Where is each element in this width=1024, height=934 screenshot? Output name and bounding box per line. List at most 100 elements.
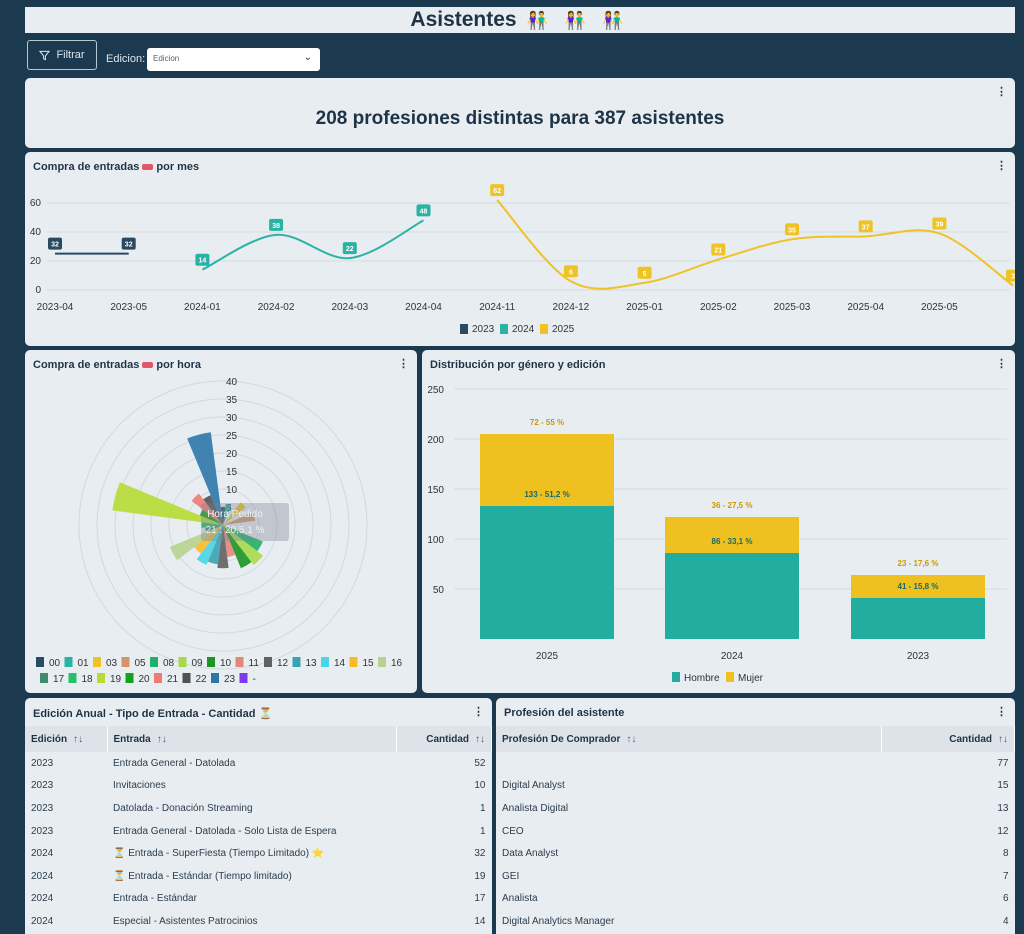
cell-entrada: Entrada General - Datolada bbox=[113, 757, 236, 769]
kpi-menu-icon[interactable]: ⋮ bbox=[996, 86, 1007, 98]
legend-swatch bbox=[207, 657, 215, 667]
data-label-box bbox=[785, 223, 799, 236]
y-tick-label: 100 bbox=[427, 535, 444, 546]
bar-mujer bbox=[665, 517, 799, 553]
polar-bar-05 bbox=[223, 512, 256, 525]
legend-label: 09 bbox=[192, 658, 204, 669]
legend-label: 14 bbox=[334, 658, 346, 669]
col-cantidad-label: Cantidad bbox=[426, 733, 469, 745]
legend-label: 13 bbox=[306, 658, 318, 669]
monthly-chart-title: Compra de entradas por mes bbox=[33, 161, 199, 173]
table-row: Data Analyst 8 bbox=[496, 842, 1015, 865]
edition-label: Edicion: bbox=[106, 53, 146, 65]
edition-select[interactable]: Edicion ⌄ bbox=[147, 48, 320, 71]
cell-cantidad: 14 bbox=[474, 915, 486, 927]
hourly-menu-icon[interactable]: ⋮ bbox=[398, 358, 409, 370]
col-entrada-header[interactable]: Entrada ↑↓ bbox=[107, 726, 397, 752]
r-tick-label: 15 bbox=[226, 467, 238, 478]
cell-entrada: Invitaciones bbox=[113, 780, 166, 792]
legend-label: Hombre bbox=[684, 673, 720, 684]
r-tick-label: 40 bbox=[226, 377, 238, 388]
polar-ring bbox=[150, 452, 296, 598]
bar-hombre bbox=[665, 553, 799, 639]
cell-cantidad: 77 bbox=[997, 757, 1009, 769]
profession-menu-icon[interactable]: ⋮ bbox=[996, 706, 1007, 718]
col-cantidad-header[interactable]: Cantidad ↑↓ bbox=[396, 726, 492, 752]
x-tick-label: 2024-04 bbox=[405, 302, 442, 313]
legend-swatch bbox=[182, 673, 191, 683]
col-cantidad-label: Cantidad bbox=[949, 733, 992, 745]
tooltip-value: 21 : 20,5,1 % bbox=[206, 525, 265, 536]
bar-label-hombre: 41 - 15,8 % bbox=[898, 582, 939, 591]
bar-mujer bbox=[851, 575, 985, 598]
profession-table-title: Profesión del asistente bbox=[504, 707, 625, 719]
sort-icon[interactable]: ↑↓ bbox=[73, 733, 84, 745]
legend-swatch bbox=[40, 673, 48, 683]
gender-chart-title: Distribución por género y edición bbox=[430, 359, 606, 371]
data-label-box bbox=[858, 220, 873, 233]
y-tick-label: 20 bbox=[30, 256, 42, 267]
table-row: 2023 Invitaciones 10 bbox=[25, 775, 492, 798]
col-edicion-header[interactable]: Edición ↑↓ bbox=[25, 726, 108, 752]
table-row: 2023 Datolada - Donación Streaming 1 bbox=[25, 797, 492, 820]
x-tick-label: 2024 bbox=[721, 651, 744, 662]
legend-label: 11 bbox=[249, 658, 260, 669]
data-label-box bbox=[1006, 269, 1015, 282]
cell-entrada: Datolada - Donación Streaming bbox=[113, 802, 253, 814]
polar-bar-21 bbox=[191, 493, 223, 525]
sort-icon[interactable]: ↑↓ bbox=[998, 733, 1008, 745]
col-edicion-label: Edición bbox=[31, 733, 68, 745]
col-profesion-header[interactable]: Profesión De Comprador ↑↓ bbox=[496, 726, 882, 752]
legend-label: 2023 bbox=[472, 324, 495, 335]
legend-swatch bbox=[64, 657, 73, 667]
data-label: 38 bbox=[272, 223, 280, 230]
bar-label-mujer: 72 - 55 % bbox=[530, 418, 564, 427]
funnel-icon bbox=[39, 50, 51, 60]
legend-label: 08 bbox=[163, 658, 175, 669]
x-tick-label: 2024-01 bbox=[184, 302, 221, 313]
cell-entrada: ⏳ Entrada - Estándar (Tiempo limitado) bbox=[113, 870, 292, 882]
polar-bar-22 bbox=[203, 495, 223, 525]
table-row: Digital Analyst 15 bbox=[496, 775, 1015, 798]
sort-icon[interactable]: ↑↓ bbox=[475, 733, 485, 745]
gender-menu-icon[interactable]: ⋮ bbox=[996, 358, 1007, 370]
legend-label: 19 bbox=[110, 674, 122, 685]
bar-hombre bbox=[480, 506, 614, 639]
polar-bar-03 bbox=[223, 502, 246, 525]
col-cantidad-header[interactable]: Cantidad ↑↓ bbox=[881, 726, 1015, 752]
sort-icon[interactable]: ↑↓ bbox=[626, 733, 637, 745]
data-label-box bbox=[637, 266, 652, 279]
monthly-menu-icon[interactable]: ⋮ bbox=[996, 160, 1007, 172]
tickets-menu-icon[interactable]: ⋮ bbox=[473, 706, 484, 718]
polar-bar-01 bbox=[223, 503, 232, 525]
legend-swatch bbox=[36, 657, 44, 667]
filter-button[interactable]: Filtrar bbox=[27, 40, 97, 70]
data-label: 39 bbox=[936, 221, 944, 228]
cell-edicion: 2024 bbox=[31, 893, 54, 905]
cell-profesion: Digital Analyst bbox=[502, 780, 565, 792]
y-tick-label: 60 bbox=[30, 198, 42, 209]
polar-bar-23 bbox=[187, 432, 223, 525]
hourly-chart-title: Compra de entradas por hora bbox=[33, 359, 201, 371]
cell-profesion: Data Analyst bbox=[502, 848, 559, 860]
legend-label: 12 bbox=[277, 658, 289, 669]
profession-table: Profesión De Comprador ↑↓ Cantidad ↑↓ 77 Di… bbox=[496, 726, 1015, 933]
data-label: 6 bbox=[569, 269, 573, 276]
cell-cantidad: 8 bbox=[1002, 848, 1009, 860]
table-row: GEI 7 bbox=[496, 865, 1015, 888]
data-label: 5 bbox=[643, 271, 647, 278]
data-label-box bbox=[269, 218, 284, 231]
hourly-title-a: Compra de entradas bbox=[33, 359, 140, 371]
polar-bar-12 bbox=[217, 525, 229, 569]
legend-label: Mujer bbox=[738, 673, 764, 684]
ticket-icon bbox=[142, 164, 154, 171]
y-tick-label: 200 bbox=[427, 435, 444, 446]
data-label: 62 bbox=[493, 188, 501, 195]
gender-chart-panel: Distribución por género y edición ⋮ 50 10… bbox=[422, 350, 1015, 693]
polar-bar-17 bbox=[205, 525, 223, 532]
sort-icon[interactable]: ↑↓ bbox=[156, 733, 167, 745]
table-row: 2024 Especial - Asistentes Patrocinios 14 bbox=[25, 910, 492, 933]
legend-label: 10 bbox=[220, 658, 232, 669]
polar-bar-18 bbox=[201, 522, 223, 528]
